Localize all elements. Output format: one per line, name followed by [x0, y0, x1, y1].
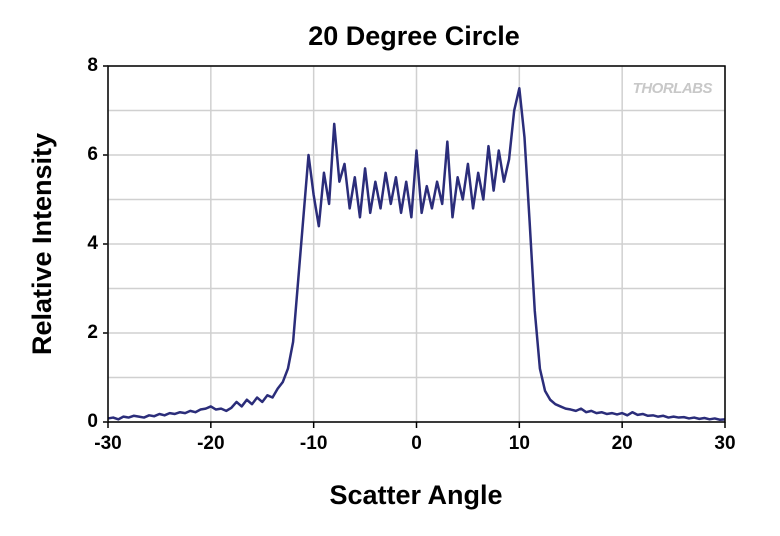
x-axis-label: Scatter Angle: [329, 480, 502, 510]
y-tick-label: 0: [87, 411, 98, 432]
x-tick-label: -30: [94, 433, 121, 454]
y-axis-label: Relative Intensity: [27, 133, 57, 355]
data-line: [107, 87, 726, 422]
x-tick-label: -20: [197, 433, 224, 454]
y-tick-label: 2: [87, 322, 98, 343]
x-tick-label: 20: [612, 433, 633, 454]
y-tick-label: 6: [87, 144, 98, 165]
y-tick-label: 8: [87, 55, 98, 76]
x-tick-label: 30: [714, 433, 735, 454]
x-tick-label: 0: [411, 433, 422, 454]
y-tick-label: 4: [87, 233, 98, 254]
plot-frame: [107, 65, 726, 423]
x-tick-label: 10: [509, 433, 530, 454]
chart-title: 20 Degree Circle: [308, 21, 520, 51]
x-tick-label: -10: [300, 433, 327, 454]
watermark: THORLABS: [633, 80, 713, 97]
